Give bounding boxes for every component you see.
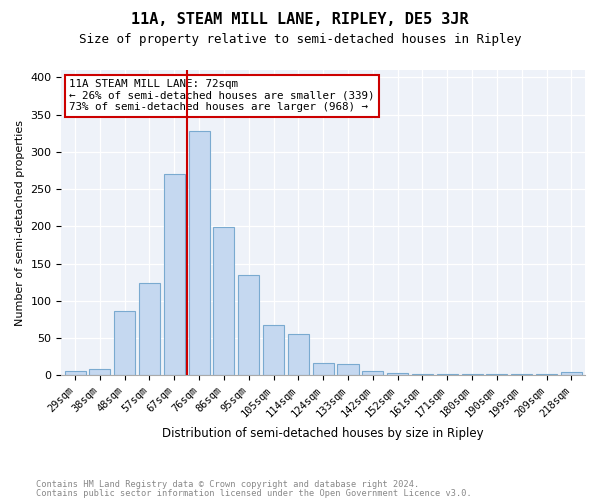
Text: Size of property relative to semi-detached houses in Ripley: Size of property relative to semi-detach… [79,32,521,46]
Bar [536,374,557,376]
Bar [188,131,209,376]
Bar [238,275,259,376]
Text: 11A STEAM MILL LANE: 72sqm
← 26% of semi-detached houses are smaller (339)
73% o: 11A STEAM MILL LANE: 72sqm ← 26% of semi… [69,79,375,112]
Bar [114,312,135,376]
Bar [263,324,284,376]
Bar [437,374,458,376]
Bar [139,283,160,376]
Bar [362,371,383,376]
Bar [337,364,359,376]
Text: Contains HM Land Registry data © Crown copyright and database right 2024.: Contains HM Land Registry data © Crown c… [36,480,419,489]
Bar [313,362,334,376]
Bar [387,373,408,376]
Y-axis label: Number of semi-detached properties: Number of semi-detached properties [15,120,25,326]
Bar [89,368,110,376]
Text: Contains public sector information licensed under the Open Government Licence v3: Contains public sector information licen… [36,488,472,498]
Text: 11A, STEAM MILL LANE, RIPLEY, DE5 3JR: 11A, STEAM MILL LANE, RIPLEY, DE5 3JR [131,12,469,28]
Bar [561,372,582,376]
Bar [487,374,508,376]
Bar [461,374,482,376]
Bar [164,174,185,376]
Bar [511,374,532,376]
Bar [288,334,309,376]
X-axis label: Distribution of semi-detached houses by size in Ripley: Distribution of semi-detached houses by … [163,427,484,440]
Bar [214,227,235,376]
Bar [65,371,86,376]
Bar [412,374,433,376]
